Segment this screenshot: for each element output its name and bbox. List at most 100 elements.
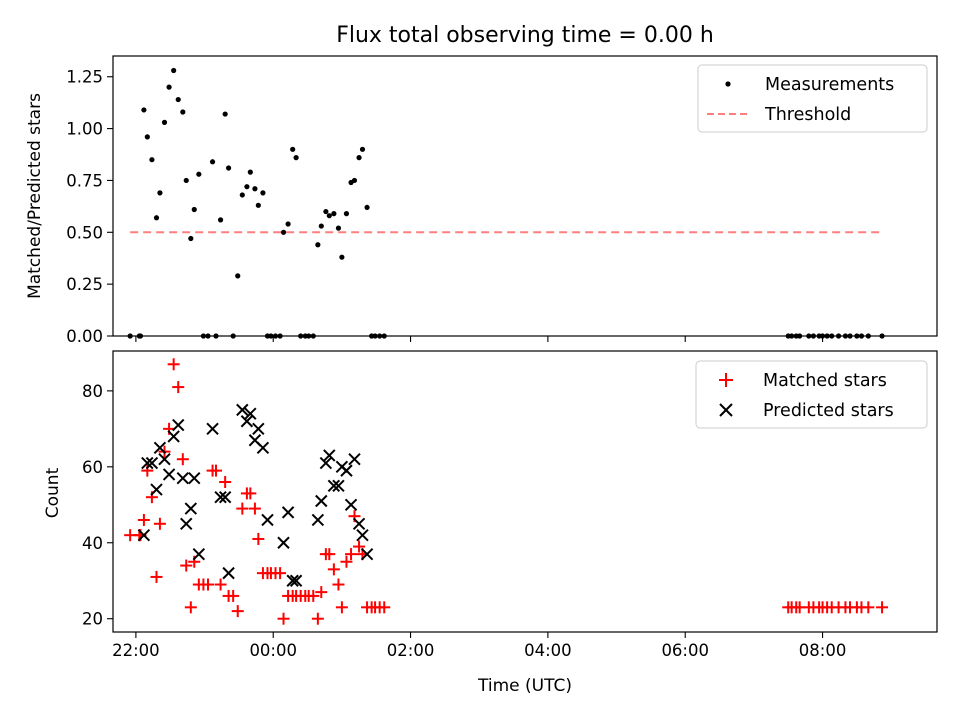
matched-star-point — [378, 601, 391, 614]
threshold-legend-label: Threshold — [764, 105, 851, 125]
matched-star-point — [227, 589, 240, 602]
predicted-star-point — [158, 453, 171, 466]
bottom-axes-frame — [112, 350, 938, 633]
measurement-point — [315, 242, 321, 248]
measurements-legend-label: Measurements — [765, 75, 894, 95]
matched-star-point — [244, 487, 257, 500]
x-tick-label: 22:00 — [112, 641, 160, 660]
predicted-star-point — [311, 513, 325, 527]
measurement-point — [144, 134, 150, 140]
measurement-point — [239, 192, 245, 198]
predicted-star-point — [180, 517, 193, 530]
measurement-point — [191, 206, 197, 213]
measurement-point — [351, 177, 358, 184]
measurement-point — [188, 235, 194, 242]
measurement-point — [222, 111, 228, 117]
x-tick-label: 06:00 — [661, 641, 709, 660]
matched-stars-legend-marker — [719, 373, 733, 387]
predicted-star-point — [286, 574, 299, 587]
measurement-point — [217, 217, 224, 223]
y-tick-label: 0.00 — [66, 327, 103, 346]
measurement-point — [290, 146, 296, 152]
predicted-stars-legend-marker — [719, 403, 733, 417]
measurement-point — [356, 155, 362, 161]
predicted-star-point — [289, 574, 303, 587]
measurement-point — [260, 190, 266, 196]
measurement-point — [166, 84, 172, 90]
measurement-point — [318, 223, 324, 229]
matched-star-point — [252, 532, 265, 545]
matched-star-point — [307, 589, 320, 602]
predicted-star-point — [360, 547, 374, 561]
predicted-star-point — [352, 517, 366, 530]
predicted-star-point — [141, 456, 154, 470]
bottom-legend: Matched stars Predicted stars — [695, 360, 928, 429]
matched-stars-legend-label: Matched stars — [763, 371, 887, 391]
top-legend: Measurements Threshold — [697, 64, 928, 133]
matched-star-point — [176, 453, 189, 466]
top-plot-area: 0.00 0.25 0.50 0.75 1.00 1.25 — [66, 67, 885, 346]
y-tick-label: 40 — [82, 534, 103, 553]
matched-star-point — [231, 605, 244, 618]
measurement-point — [235, 273, 241, 279]
predicted-star-point — [277, 536, 290, 549]
x-tick-label: 04:00 — [524, 641, 572, 660]
matched-star-point — [345, 548, 358, 561]
matched-star-point — [332, 578, 345, 591]
predicted-star-point — [153, 441, 167, 455]
matched-star-point — [277, 612, 290, 625]
predicted-star-point — [192, 547, 206, 561]
matched-star-point — [274, 567, 287, 580]
measurement-point — [141, 107, 147, 113]
matched-star-point — [210, 464, 222, 477]
measurement-point — [209, 159, 216, 165]
measurement-point — [359, 146, 366, 152]
measurement-point — [171, 67, 177, 74]
bottom-plot-area: 22:00 00:00 02:00 04:00 06:00 08:00 20 40 60 80 — [82, 358, 889, 660]
predicted-star-point — [319, 456, 333, 470]
matched-star-point — [167, 358, 180, 371]
y-tick-label: 0.75 — [66, 171, 103, 190]
predicted-star-point — [340, 464, 353, 477]
matched-star-point — [323, 548, 336, 561]
predicted-stars-legend-label: Predicted stars — [763, 401, 894, 421]
measurement-point — [196, 171, 202, 177]
y-tick-label: 1.25 — [66, 68, 103, 87]
matched-star-point — [335, 601, 348, 614]
predicted-star-point — [222, 566, 235, 580]
measurements-legend-marker — [725, 81, 731, 87]
predicted-star-point — [332, 479, 345, 493]
predicted-star-point — [327, 479, 341, 493]
measurement-point — [225, 165, 232, 171]
predicted-star-point — [206, 422, 219, 436]
matched-star-point — [153, 517, 166, 530]
matched-star-point — [172, 381, 185, 394]
measurement-point — [247, 169, 253, 175]
matched-star-point — [219, 476, 232, 489]
matched-star-point — [180, 559, 193, 572]
matched-star-point — [353, 540, 366, 553]
predicted-star-point — [315, 494, 328, 508]
measurement-point — [180, 109, 186, 115]
predicted-star-point — [256, 441, 270, 455]
top-chart-title: Flux total observing time = 0.00 h — [336, 23, 714, 48]
top-legend-box — [697, 64, 928, 133]
measurement-point — [157, 190, 163, 196]
predicted-star-point — [348, 453, 361, 466]
measurement-point — [153, 215, 160, 221]
predicted-star-point — [261, 513, 274, 527]
measurement-point — [335, 225, 342, 231]
measurement-point — [323, 208, 329, 215]
matched-star-point — [214, 578, 227, 591]
y-tick-label: 0.50 — [66, 223, 103, 242]
matched-star-point — [137, 513, 150, 526]
predicted-star-point — [236, 403, 249, 417]
y-tick-label: 20 — [82, 610, 103, 629]
measurement-point — [280, 229, 287, 235]
measurement-point — [149, 157, 155, 163]
predicted-star-point — [244, 407, 257, 420]
measurement-point — [161, 119, 168, 125]
measurement-point — [255, 202, 261, 208]
predicted-star-point — [356, 528, 369, 542]
